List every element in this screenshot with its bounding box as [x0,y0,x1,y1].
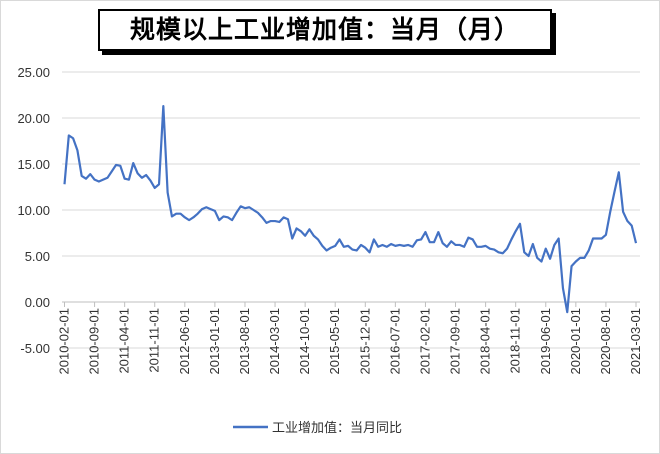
x-tick-label: 2011-11-01 [147,308,162,373]
x-tick-label: 2020-08-01 [598,308,613,375]
x-tick-label: 2014-03-01 [267,308,282,375]
x-tick-label: 2011-04-01 [117,308,132,374]
x-tick-label: 2010-02-01 [57,308,72,375]
y-tick-label: -5.00 [20,341,50,356]
gridlines [62,71,640,349]
chart-title: 规模以上工业增加值：当月（月） [129,15,520,44]
x-tick-label: 2015-05-01 [327,308,342,375]
y-tick-label: 20.00 [17,111,50,126]
x-tick-label: 2014-10-01 [297,308,312,375]
y-axis: 25.00 20.00 15.00 10.00 5.00 0.00 -5.00 [17,65,50,356]
y-tick-label: 25.00 [17,65,50,80]
x-tick-label: 2013-01-01 [207,308,222,375]
y-tick-label: 5.00 [25,249,50,264]
x-tick-label: 2012-06-01 [177,308,192,375]
x-tick-label: 2020-01-01 [568,308,583,375]
x-tick-label: 2013-08-01 [237,308,252,375]
x-axis: 2010-02-01 2010-09-01 2011-04-01 2011-11-01… [57,302,643,375]
y-tick-label: 10.00 [17,203,50,218]
x-tick-label: 2019-06-01 [538,308,553,375]
x-tick-label: 2021-03-01 [628,308,643,375]
x-tick-label: 2010-09-01 [87,308,102,375]
x-tick-label: 2017-09-01 [448,308,463,375]
x-tick-label: 2018-11-01 [508,308,523,374]
y-tick-label: 0.00 [25,295,50,310]
legend: 工业增加值：当月同比 [233,420,402,436]
series-line [63,104,638,314]
legend-label: 工业增加值：当月同比 [272,420,402,436]
y-tick-label: 15.00 [17,157,50,172]
x-tick-label: 2018-04-01 [478,308,493,375]
chart-title-box: 规模以上工业增加值：当月（月） [98,9,552,51]
x-tick-label: 2017-02-01 [417,308,432,375]
x-tick-label: 2015-12-01 [357,308,372,375]
x-tick-label: 2016-07-01 [387,308,402,375]
